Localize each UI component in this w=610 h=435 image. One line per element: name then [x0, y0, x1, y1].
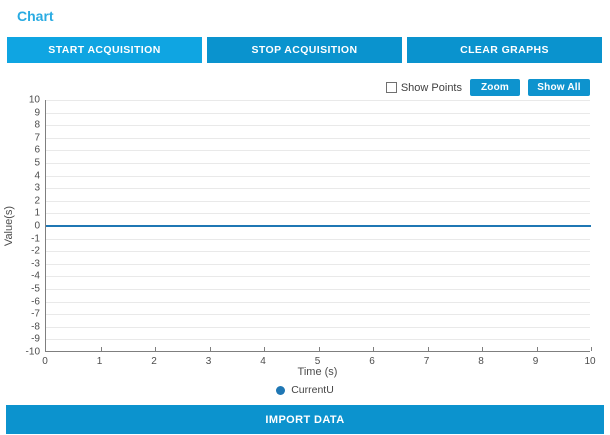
gridline [46, 213, 590, 215]
x-tick-mark [264, 347, 265, 351]
gridline [46, 175, 590, 177]
x-tick-mark [155, 347, 156, 351]
plot-area[interactable] [45, 100, 592, 352]
clear-graphs-button[interactable]: CLEAR GRAPHS [407, 37, 602, 63]
gridline [46, 276, 590, 278]
gridline [46, 112, 590, 114]
checkbox-icon[interactable] [385, 82, 397, 93]
y-tick-label: 7 [34, 132, 40, 144]
gridline [46, 137, 590, 139]
x-tick-label: 10 [584, 356, 596, 367]
chart-legend: CurrentU [0, 384, 610, 396]
y-tick-label: 10 [28, 94, 40, 106]
x-tick-label: 2 [151, 356, 157, 367]
x-tick-label: 6 [369, 356, 375, 367]
chart-controls: Show Points Zoom Show All [385, 79, 590, 96]
y-tick-label: 3 [34, 182, 40, 194]
gridline [46, 263, 590, 265]
y-tick-label: 9 [34, 107, 40, 119]
y-tick-label: 6 [34, 144, 40, 156]
x-tick-label: 5 [314, 356, 321, 367]
x-tick-label: 1 [96, 356, 103, 367]
gridline [46, 289, 590, 290]
x-tick-mark [373, 347, 374, 351]
toolbar: START ACQUISITION STOP ACQUISITION CLEAR… [7, 37, 602, 63]
gridline [46, 326, 590, 328]
gridline [46, 251, 590, 253]
y-tick-label: -6 [31, 296, 40, 308]
x-tick-label: 7 [423, 356, 430, 367]
zoom-button[interactable]: Zoom [470, 79, 520, 96]
start-acquisition-button[interactable]: START ACQUISITION [7, 37, 202, 63]
x-tick-mark [482, 347, 483, 351]
y-tick-label: 1 [34, 207, 40, 219]
y-tick-label: 4 [34, 170, 40, 182]
gridline [46, 314, 590, 316]
y-tick-label: 0 [34, 220, 40, 232]
x-tick-label: 4 [260, 356, 266, 367]
x-tick-mark [318, 347, 320, 351]
y-tick-label: 8 [34, 119, 40, 131]
stop-acquisition-button[interactable]: STOP ACQUISITION [207, 37, 402, 63]
y-tick-label: -5 [31, 283, 40, 295]
x-tick-label: 0 [42, 356, 48, 367]
y-tick-label: -2 [31, 245, 40, 257]
gridline [46, 188, 590, 190]
legend-series-name: CurrentU [291, 384, 334, 396]
x-tick-mark [100, 347, 102, 351]
import-data-button[interactable]: IMPORT DATA [6, 405, 604, 434]
y-tick-label: -10 [25, 346, 40, 358]
x-tick-mark [536, 347, 538, 351]
gridline [46, 339, 590, 341]
y-tick-label: -3 [31, 258, 40, 270]
legend-marker-icon [276, 385, 286, 395]
x-tick-mark [209, 347, 211, 351]
y-tick-label: 2 [34, 195, 40, 207]
show-points-checkbox[interactable]: Show Points [385, 81, 462, 94]
gridline [46, 125, 590, 127]
gridline [46, 163, 590, 164]
x-axis-tick-labels: 0 1 2 3 4 5 6 7 8 9 10 [42, 356, 595, 368]
y-tick-label: -4 [31, 270, 40, 282]
gridline [46, 150, 590, 152]
x-tick-label: 3 [205, 356, 212, 367]
y-tick-label: -8 [31, 321, 40, 333]
gridline [46, 100, 590, 101]
show-points-label: Show Points [400, 81, 462, 94]
x-axis-title: Time (s) [297, 366, 338, 378]
y-tick-label: -9 [31, 333, 40, 345]
x-tick-mark [427, 347, 429, 351]
x-tick-label: 8 [478, 356, 484, 367]
gridline [46, 238, 590, 240]
gridline [46, 200, 590, 202]
y-tick-label: -1 [31, 233, 40, 245]
y-tick-label: -7 [31, 308, 40, 320]
gridline [46, 301, 590, 303]
y-axis-tick-labels: -10 -9 -8 -7 -6 -5 -4 -3 -2 -1 0 1 2 3 4 5 6 7 8 9 10 [0, 95, 42, 358]
x-tick-mark [591, 347, 592, 351]
show-all-button[interactable]: Show All [528, 79, 590, 96]
x-tick-label: 9 [532, 356, 539, 367]
y-tick-label: 5 [34, 157, 40, 169]
page-title: Chart [17, 8, 54, 24]
